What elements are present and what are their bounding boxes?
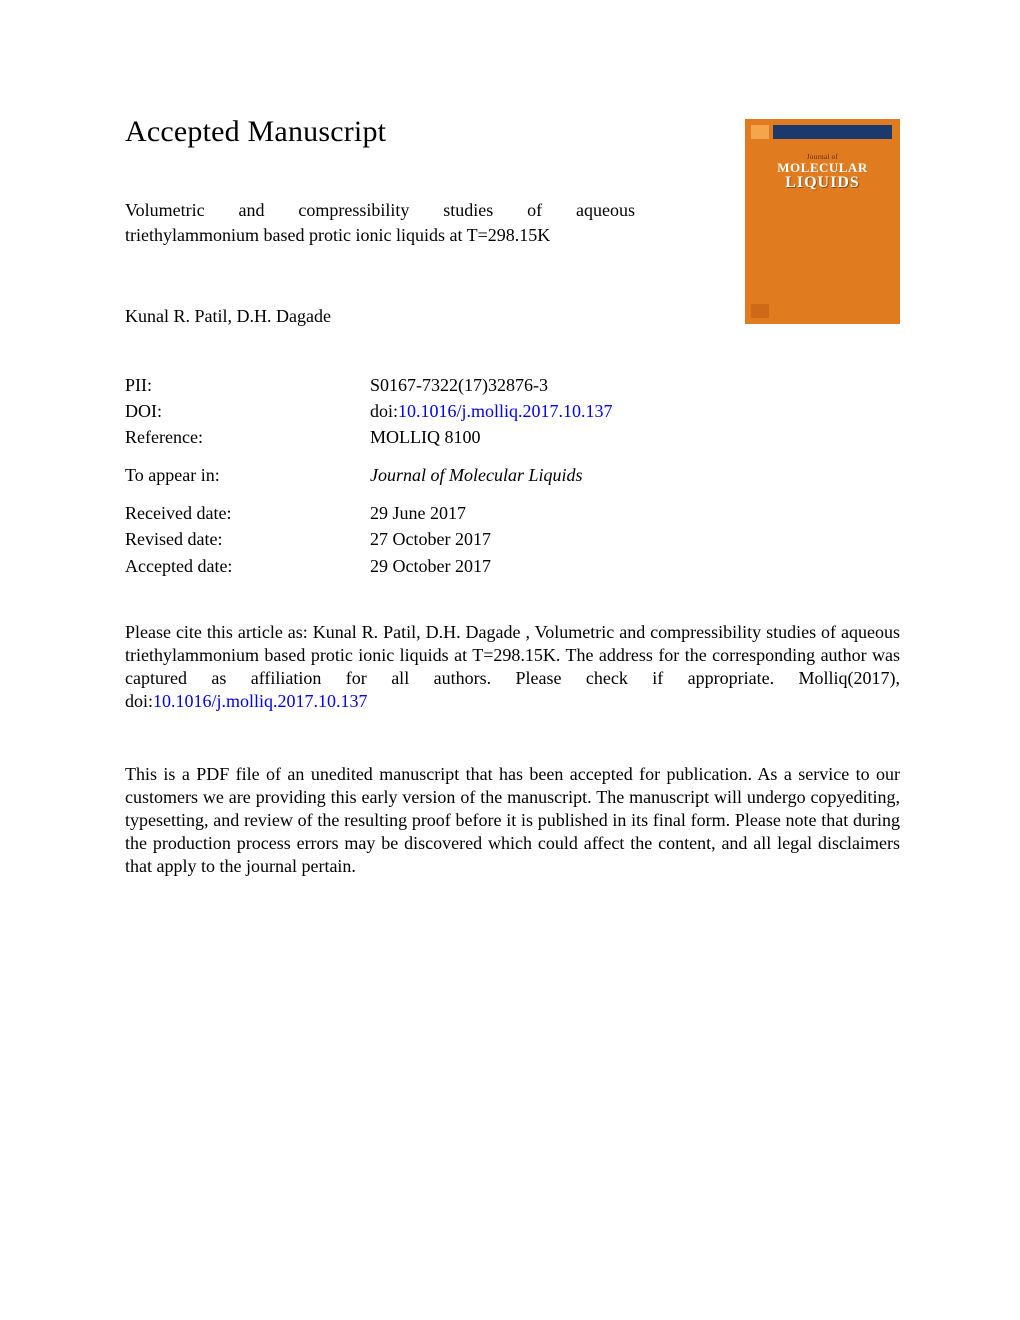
article-title-line1: Volumetric and compressibility studies o… [125,199,635,222]
citation-block: Please cite this article as: Kunal R. Pa… [125,621,900,713]
meta-row-revised: Revised date: 27 October 2017 [125,526,900,552]
meta-row-doi: DOI: doi:10.1016/j.molliq.2017.10.137 [125,398,900,424]
appear-value: Journal of Molecular Liquids [370,462,900,488]
doi-link[interactable]: 10.1016/j.molliq.2017.10.137 [398,401,613,421]
meta-gap [125,488,900,500]
doi-label: DOI: [125,398,370,424]
received-label: Received date: [125,500,370,526]
revised-label: Revised date: [125,526,370,552]
received-value: 29 June 2017 [370,500,900,526]
meta-gap [125,450,900,462]
reference-label: Reference: [125,424,370,450]
header-row: Accepted Manuscript Volumetric and compr… [125,115,900,327]
article-title-line2: triethylammonium based protic ionic liqu… [125,224,635,247]
pii-label: PII: [125,372,370,398]
pii-value: S0167-7322(17)32876-3 [370,372,900,398]
citation-doi-link[interactable]: 10.1016/j.molliq.2017.10.137 [153,691,368,711]
meta-row-appear: To appear in: Journal of Molecular Liqui… [125,462,900,488]
appear-value-text: Journal of Molecular Liquids [370,465,583,485]
disclaimer-block: This is a PDF file of an unedited manusc… [125,763,900,878]
article-authors: Kunal R. Patil, D.H. Dagade [125,306,635,327]
metadata-table: PII: S0167-7322(17)32876-3 DOI: doi:10.1… [125,372,900,579]
revised-value: 27 October 2017 [370,526,900,552]
doi-value: doi:10.1016/j.molliq.2017.10.137 [370,398,900,424]
cover-stripe [773,125,892,139]
doi-prefix: doi: [370,401,398,421]
cover-publisher-logo [751,125,769,139]
meta-row-reference: Reference: MOLLIQ 8100 [125,424,900,450]
page-container: Accepted Manuscript Volumetric and compr… [0,0,1020,878]
meta-row-accepted: Accepted date: 29 October 2017 [125,553,900,579]
meta-row-pii: PII: S0167-7322(17)32876-3 [125,372,900,398]
accepted-label: Accepted date: [125,553,370,579]
cover-title-text: Journal of MOLECULAR LIQUIDS [745,153,900,191]
reference-value: MOLLIQ 8100 [370,424,900,450]
cover-molecular: MOLECULAR [745,161,900,175]
cover-liquids: LIQUIDS [745,175,900,191]
page-heading: Accepted Manuscript [125,115,635,149]
left-column: Accepted Manuscript Volumetric and compr… [125,115,635,327]
meta-row-received: Received date: 29 June 2017 [125,500,900,526]
accepted-value: 29 October 2017 [370,553,900,579]
cover-bottom-mark [751,304,769,318]
appear-label: To appear in: [125,462,370,488]
journal-cover-thumbnail: Journal of MOLECULAR LIQUIDS [745,119,900,324]
